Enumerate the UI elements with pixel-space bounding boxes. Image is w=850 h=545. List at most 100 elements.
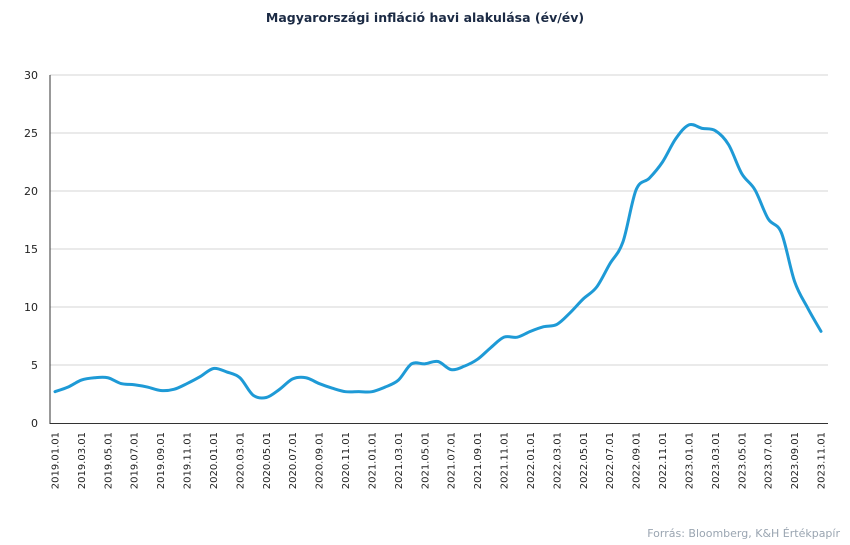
data-point: [278, 388, 281, 391]
data-point: [423, 362, 426, 366]
data-point: [489, 346, 493, 349]
x-tick-label: 2019.11.01: [183, 432, 194, 489]
data-point: [238, 376, 242, 379]
data-point: [700, 127, 704, 130]
x-tick-label: 2020.01.01: [209, 432, 220, 489]
x-tick-label: 2022.01.01: [526, 432, 537, 489]
data-point: [740, 172, 743, 175]
data-point: [753, 188, 757, 192]
data-point: [661, 160, 664, 164]
data-point: [225, 370, 228, 374]
data-point: [608, 262, 611, 266]
data-point: [159, 389, 162, 392]
data-point: [648, 177, 651, 180]
data-point: [595, 286, 598, 289]
data-point: [133, 383, 136, 386]
data-point: [304, 376, 308, 379]
y-tick-label: 10: [24, 301, 38, 314]
x-tick-label: 2022.11.01: [658, 432, 669, 489]
x-tick-label: 2021.07.01: [447, 432, 458, 489]
data-point: [555, 323, 559, 326]
data-point: [450, 368, 453, 371]
data-point: [80, 378, 83, 382]
data-point: [621, 240, 625, 244]
data-point: [370, 390, 374, 393]
y-tick-label: 0: [31, 417, 38, 430]
x-tick-label: 2020.03.01: [235, 432, 246, 489]
x-tick-label: 2023.07.01: [764, 432, 775, 489]
data-point: [674, 137, 677, 140]
data-point: [410, 362, 413, 366]
data-point: [199, 375, 202, 378]
x-tick-label: 2023.03.01: [711, 432, 722, 489]
x-tick-label: 2019.01.01: [51, 432, 62, 489]
y-tick-label: 5: [31, 359, 38, 372]
x-tick-label: 2021.09.01: [473, 432, 484, 489]
data-point: [436, 360, 440, 363]
data-point: [687, 123, 691, 127]
data-point: [582, 297, 585, 301]
data-point: [106, 376, 110, 379]
x-tick-label: 2020.11.01: [341, 432, 352, 489]
grid-lines: [50, 74, 828, 366]
data-point: [516, 335, 519, 339]
data-point: [476, 358, 479, 361]
data-point: [766, 217, 770, 221]
data-point: [463, 364, 466, 368]
data-point: [185, 382, 189, 385]
data-point: [172, 388, 176, 391]
x-tick-label: 2021.01.01: [367, 432, 378, 489]
x-tick-label: 2022.09.01: [632, 432, 643, 489]
x-tick-label: 2021.05.01: [420, 432, 431, 489]
y-axis-ticks: 0 5 10 15 20 25 30: [24, 69, 38, 430]
data-point: [67, 385, 70, 389]
data-point: [251, 393, 255, 397]
x-tick-label: 2019.03.01: [77, 432, 88, 489]
data-point: [291, 377, 294, 381]
x-tick-label: 2023.01.01: [684, 432, 695, 489]
y-tick-label: 15: [24, 243, 38, 256]
x-axis-ticks: 2019.01.01 2019.03.01 2019.05.01 2019.07.01…: [51, 432, 828, 489]
data-point: [542, 325, 545, 328]
x-tick-label: 2023.09.01: [790, 432, 801, 489]
data-point: [93, 376, 96, 379]
x-tick-label: 2022.03.01: [552, 432, 563, 489]
x-tick-label: 2019.05.01: [103, 432, 114, 489]
data-point: [331, 387, 334, 390]
x-tick-label: 2022.05.01: [579, 432, 590, 489]
data-point: [793, 280, 796, 283]
data-point: [383, 385, 387, 389]
y-tick-label: 30: [24, 69, 38, 82]
data-point: [634, 188, 638, 192]
data-point: [344, 390, 347, 393]
data-point: [727, 143, 730, 146]
chart-title: Magyarországi infláció havi alakulása (é…: [266, 10, 584, 25]
series-line: [53, 122, 823, 400]
data-point: [714, 129, 717, 132]
x-tick-label: 2020.07.01: [288, 432, 299, 489]
data-point: [119, 382, 123, 385]
data-point: [53, 390, 57, 393]
x-tick-label: 2021.03.01: [394, 432, 405, 489]
data-point: [529, 330, 532, 333]
data-point: [397, 378, 400, 382]
x-tick-label: 2020.09.01: [315, 432, 326, 489]
x-tick-label: 2023.11.01: [817, 432, 828, 489]
data-point: [212, 367, 215, 370]
x-tick-label: 2021.11.01: [500, 432, 511, 489]
series-layer: [53, 122, 823, 400]
data-point: [568, 311, 572, 314]
data-point: [357, 390, 360, 393]
y-tick-label: 25: [24, 127, 38, 140]
source-note: Forrás: Bloomberg, K&H Értékpapír: [647, 527, 840, 540]
x-tick-label: 2019.07.01: [130, 432, 141, 489]
x-tick-label: 2023.05.01: [737, 432, 748, 489]
data-point: [806, 306, 809, 310]
data-point: [317, 382, 321, 385]
data-point: [146, 385, 149, 389]
x-tick-label: 2020.05.01: [262, 432, 273, 489]
x-tick-label: 2019.09.01: [156, 432, 167, 489]
data-point: [780, 231, 783, 234]
data-point: [819, 330, 823, 333]
